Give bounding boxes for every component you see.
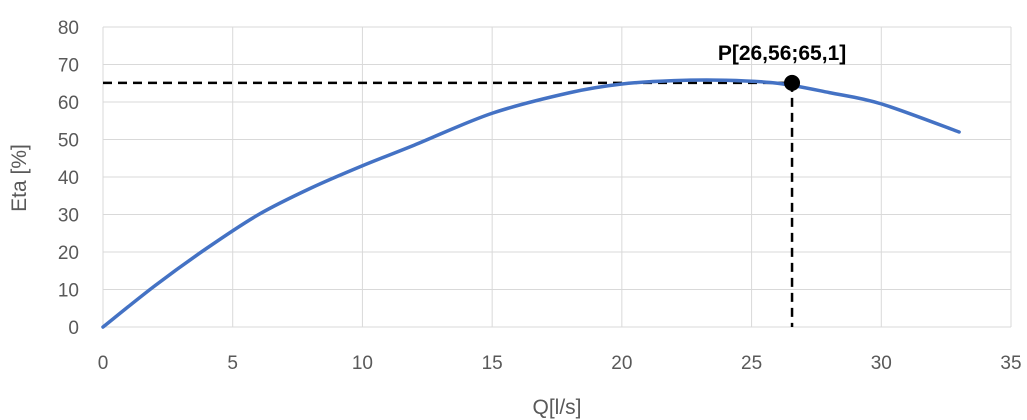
tick-labels: 0 10 20 30 40 50 60 70 80 0 5 10 15 20 25 30 35 (58, 18, 1022, 374)
y-tick-label: 60 (58, 93, 79, 114)
x-tick-label: 35 (1000, 353, 1021, 374)
x-tick-label: 15 (482, 353, 503, 374)
x-tick-label: 10 (352, 353, 373, 374)
y-tick-label: 0 (68, 318, 79, 339)
efficiency-series-line (101, 78, 961, 329)
y-axis-title: Eta [%] (8, 144, 31, 212)
series-layer (101, 78, 961, 329)
x-tick-label: 30 (871, 353, 892, 374)
x-tick-label: 20 (611, 353, 632, 374)
operating-point-label: P[26,56;65,1] (718, 42, 846, 65)
annotation-layer: P[26,56;65,1] (718, 42, 846, 91)
y-tick-label: 10 (58, 281, 79, 302)
y-tick-label: 30 (58, 206, 79, 227)
x-tick-label: 0 (98, 353, 109, 374)
annotation-guides (103, 81, 794, 327)
x-tick-label: 5 (227, 353, 238, 374)
y-tick-label: 20 (58, 243, 79, 264)
y-tick-label: 50 (58, 131, 79, 152)
y-tick-label: 40 (58, 168, 79, 189)
y-tick-label: 80 (58, 18, 79, 39)
operating-point-marker (784, 74, 801, 91)
y-tick-label: 70 (58, 56, 79, 77)
x-axis-title: Q[l/s] (532, 396, 581, 419)
grid (102, 26, 1012, 328)
x-tick-label: 25 (741, 353, 762, 374)
